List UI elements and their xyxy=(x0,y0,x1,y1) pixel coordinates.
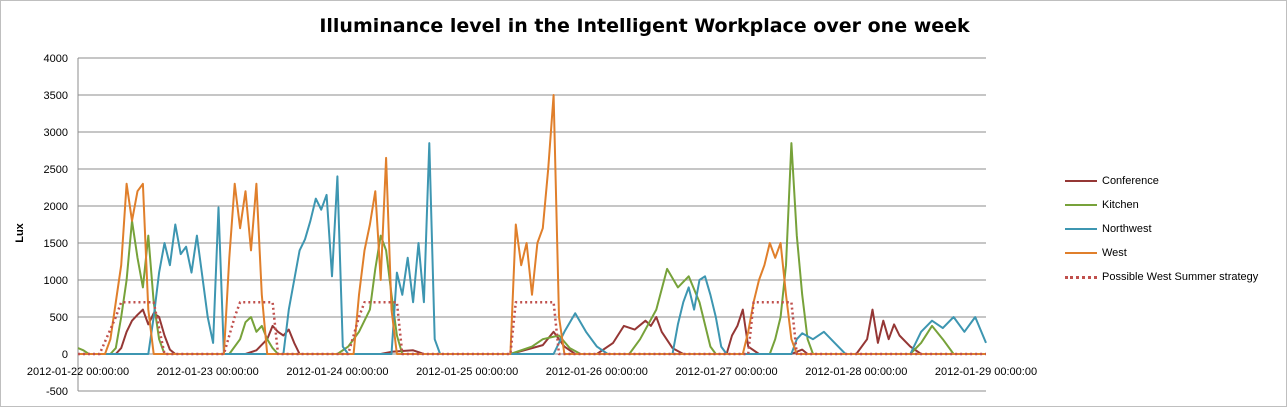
x-tick-label: 2012-01-26 00:00:00 xyxy=(546,366,648,378)
legend-swatch xyxy=(1065,275,1097,279)
y-tick-label: 500 xyxy=(50,312,68,324)
x-tick-label: 2012-01-29 00:00:00 xyxy=(935,366,1037,378)
legend-label: West xyxy=(1102,247,1127,259)
y-tick-label: 3000 xyxy=(44,127,68,139)
series-line-west xyxy=(78,94,986,355)
x-tick-label: 2012-01-24 00:00:00 xyxy=(286,366,388,378)
y-tick-label: 3500 xyxy=(44,90,68,102)
x-tick-label: 2012-01-25 00:00:00 xyxy=(416,366,518,378)
x-tick-label: 2012-01-23 00:00:00 xyxy=(157,366,259,378)
y-tick-label: -500 xyxy=(46,386,68,398)
x-tick-label: 2012-01-28 00:00:00 xyxy=(805,366,907,378)
legend-item: West xyxy=(1065,241,1280,265)
series-line-kitchen xyxy=(77,142,986,355)
gridlines xyxy=(77,57,986,392)
legend-label: Conference xyxy=(1102,175,1159,187)
legend-label: Possible West Summer strategy xyxy=(1102,271,1259,283)
series-line-northwest xyxy=(78,142,987,355)
series-lines xyxy=(77,94,987,356)
x-axis-ticks: 2012-01-22 00:00:00 2012-01-23 00:00:00 20… xyxy=(27,366,1037,378)
y-tick-label: 2500 xyxy=(44,164,68,176)
legend-item: Northwest xyxy=(1065,217,1280,241)
legend-item: Conference xyxy=(1065,169,1280,193)
legend-swatch xyxy=(1065,204,1097,206)
y-tick-label: 4000 xyxy=(44,53,68,65)
y-axis-ticks: -500 0 500 1000 1500 2000 2500 3000 3500 4000 xyxy=(44,53,68,398)
legend-label: Kitchen xyxy=(1102,199,1139,211)
x-tick-label: 2012-01-27 00:00:00 xyxy=(675,366,777,378)
y-tick-label: 1500 xyxy=(44,238,68,250)
series-line-possible-west-summer-strategy xyxy=(78,300,986,356)
legend: Conference Kitchen Northwest West Possible W… xyxy=(1065,169,1280,289)
y-tick-label: 1000 xyxy=(44,275,68,287)
y-tick-label: 2000 xyxy=(44,201,68,213)
legend-swatch xyxy=(1065,228,1097,230)
y-tick-label: 0 xyxy=(62,349,68,361)
legend-item: Kitchen xyxy=(1065,193,1280,217)
legend-label: Northwest xyxy=(1102,223,1152,235)
legend-item: Possible West Summer strategy xyxy=(1065,265,1280,289)
legend-swatch xyxy=(1065,252,1097,254)
x-tick-label: 2012-01-22 00:00:00 xyxy=(27,366,129,378)
legend-swatch xyxy=(1065,180,1097,182)
chart-title: Illuminance level in the Intelligent Wor… xyxy=(319,15,970,37)
